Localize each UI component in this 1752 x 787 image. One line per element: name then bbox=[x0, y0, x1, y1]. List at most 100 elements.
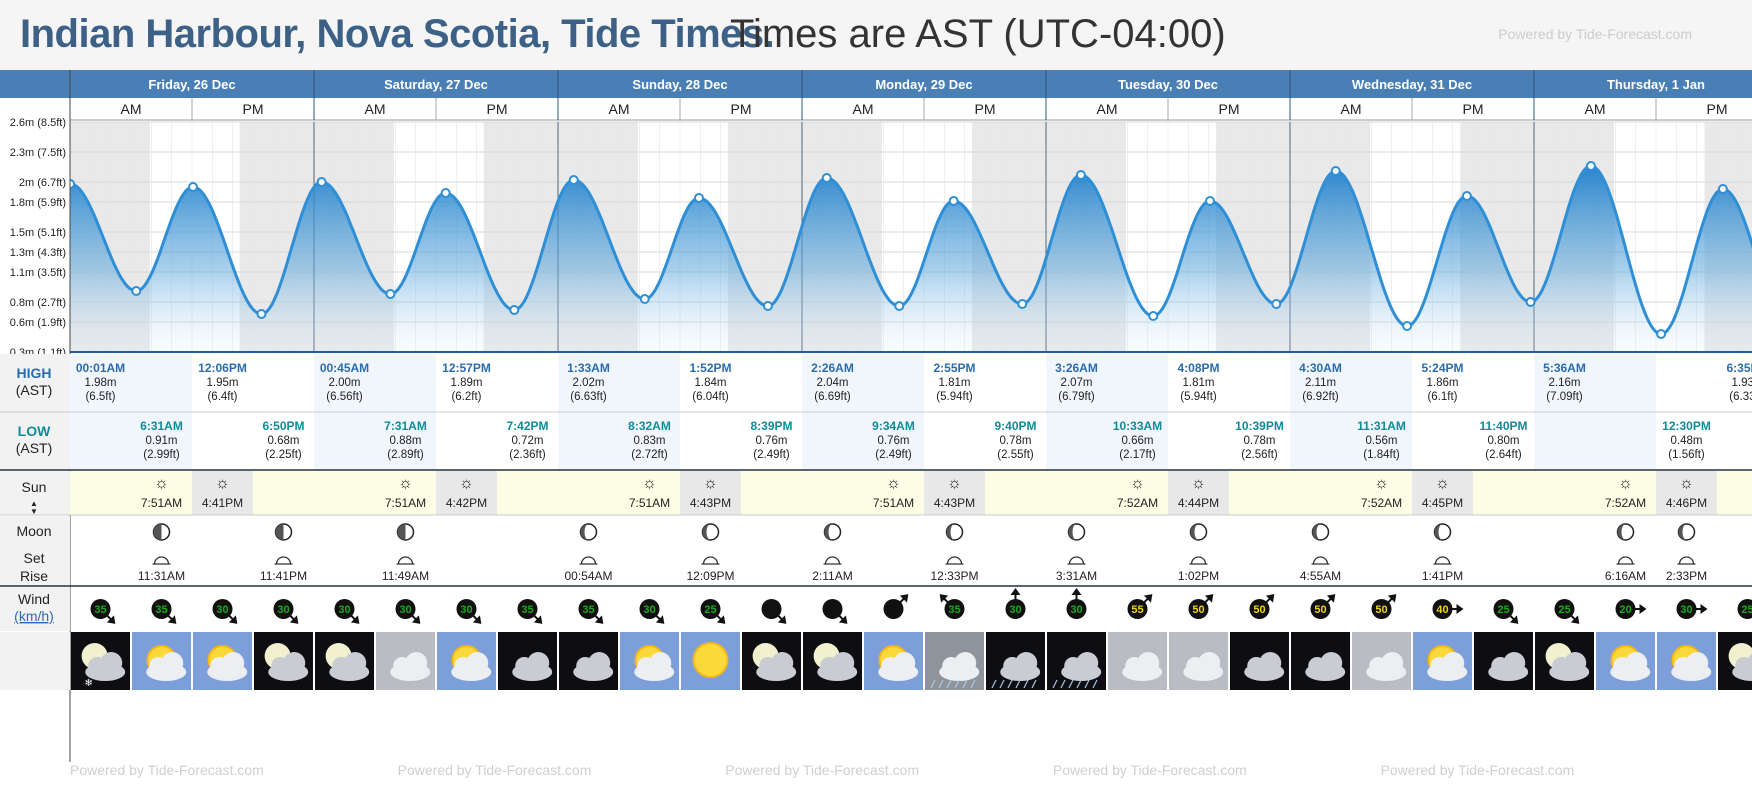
low-tide-height-m: 0.48m bbox=[1671, 435, 1703, 447]
high-tide-height-ft: (6.63ft) bbox=[570, 391, 607, 403]
wind-arrow-head bbox=[411, 615, 421, 624]
cloud-puff bbox=[283, 652, 306, 674]
tide-chart: Friday, 26 Dec AM PM Saturday, 27 Dec AM PM Su… bbox=[0, 70, 1752, 762]
low-tide-time: 7:31AM bbox=[384, 419, 427, 433]
wind-arrow-head bbox=[289, 615, 299, 624]
moon-shadow bbox=[153, 524, 162, 540]
low-tide-height-m: 0.76m bbox=[878, 435, 910, 447]
wind-speed: 35 bbox=[521, 604, 533, 616]
wind-speed: 35 bbox=[948, 604, 960, 616]
rain-drop bbox=[1084, 679, 1090, 689]
high-tide-time: 5:36AM bbox=[1543, 361, 1586, 375]
cloud-puff bbox=[1198, 652, 1221, 674]
cloud-puff bbox=[588, 652, 611, 674]
wind-speed: 25 bbox=[1558, 604, 1570, 616]
cloud-puff bbox=[344, 652, 367, 674]
am-label: AM bbox=[609, 101, 630, 117]
pm-label: PM bbox=[731, 101, 752, 117]
low-tide-point bbox=[1017, 299, 1028, 309]
low-tide-height-m: 0.78m bbox=[1000, 435, 1032, 447]
high-tide-height-m: 1.93m bbox=[1732, 377, 1752, 389]
cloud-puff bbox=[1625, 652, 1648, 674]
high-tide-time: 12:06PM bbox=[198, 361, 247, 375]
wind-speed: 30 bbox=[460, 604, 472, 616]
low-tide-point bbox=[762, 301, 773, 311]
high-tide-height-ft: (6.5ft) bbox=[85, 391, 115, 403]
high-tide-height-m: 2.02m bbox=[573, 377, 605, 389]
high-tide-height-ft: (6.92ft) bbox=[1302, 391, 1339, 403]
low-tide-height-ft: (2.56ft) bbox=[1241, 449, 1278, 461]
high-tide-point bbox=[1461, 191, 1472, 201]
wind-badge bbox=[1005, 599, 1026, 619]
low-label: LOW bbox=[18, 423, 51, 439]
sunset-cell bbox=[1168, 471, 1229, 515]
high-tide-point bbox=[440, 188, 451, 198]
high-tide-height-m: 2.07m bbox=[1061, 377, 1093, 389]
moon-horizon-icon bbox=[1190, 556, 1207, 565]
y-tick-label: 0.6m (1.9ft) bbox=[10, 317, 66, 329]
pm-label: PM bbox=[1707, 101, 1728, 117]
wind-unit-link[interactable]: (km/h) bbox=[14, 608, 54, 624]
low-tide-height-ft: (2.55ft) bbox=[997, 449, 1034, 461]
rain-drop bbox=[1060, 679, 1066, 689]
wind-badge bbox=[1737, 599, 1752, 619]
wind-badge bbox=[273, 599, 294, 619]
y-tick-label: 2.6m (8.5ft) bbox=[10, 117, 66, 129]
rain-drop bbox=[1015, 679, 1021, 689]
y-tick-label: 1.1m (3.5ft) bbox=[10, 267, 66, 279]
wind-badge bbox=[1615, 599, 1636, 619]
y-axis-background bbox=[0, 110, 70, 352]
rain-drop bbox=[1076, 679, 1082, 689]
sunset-time: 4:43PM bbox=[934, 496, 975, 510]
wind-badge bbox=[1371, 599, 1392, 619]
low-tide-height-ft: (2.17ft) bbox=[1119, 449, 1156, 461]
moon-shadow bbox=[397, 524, 406, 540]
high-tide-time: 3:26AM bbox=[1055, 361, 1098, 375]
wind-badge bbox=[1249, 599, 1270, 619]
moon-time: 2:11AM bbox=[812, 569, 852, 583]
wind-speed: 25 bbox=[1497, 604, 1509, 616]
moon-time: 1:41PM bbox=[1422, 569, 1463, 583]
high-tide-height-ft: (6.1ft) bbox=[1427, 391, 1457, 403]
high-tide-time: 00:01AM bbox=[76, 361, 125, 375]
high-tide-time: 5:24PM bbox=[1421, 361, 1463, 375]
wind-badge bbox=[1066, 599, 1087, 619]
am-label: AM bbox=[121, 101, 142, 117]
low-tide-height-ft: (2.99ft) bbox=[143, 449, 180, 461]
day-label: Thursday, 1 Jan bbox=[1607, 77, 1705, 92]
low-tide-height-ft: (2.72ft) bbox=[631, 449, 668, 461]
day-label: Monday, 29 Dec bbox=[875, 77, 972, 92]
snow-icon: ❄ bbox=[85, 678, 93, 689]
wind-arrow-head bbox=[777, 615, 787, 624]
wind-badge bbox=[90, 599, 111, 619]
rain-drop bbox=[930, 679, 936, 689]
day-header-bar bbox=[0, 70, 1752, 98]
wind-speed: 35 bbox=[582, 604, 594, 616]
pm-label: PM bbox=[1463, 101, 1484, 117]
low-tide-time: 6:50PM bbox=[262, 419, 304, 433]
sunrise-time: 7:51AM bbox=[385, 496, 426, 510]
cloud-puff bbox=[1686, 652, 1709, 674]
sunrise-time: 7:52AM bbox=[1117, 496, 1158, 510]
sunset-cell bbox=[436, 471, 497, 515]
sunrise-time: 7:51AM bbox=[873, 496, 914, 510]
low-tide-time: 10:39PM bbox=[1235, 419, 1284, 433]
moon-horizon-icon bbox=[153, 556, 170, 565]
sunrise-time: 7:51AM bbox=[141, 496, 182, 510]
high-tide-time: 4:08PM bbox=[1177, 361, 1219, 375]
wind-badge bbox=[639, 599, 660, 619]
low-tide-height-m: 0.66m bbox=[1122, 435, 1154, 447]
pm-label: PM bbox=[975, 101, 996, 117]
am-label: AM bbox=[1341, 101, 1362, 117]
sunrise-icon: ☼ bbox=[154, 475, 169, 492]
wind-arrow-head bbox=[838, 615, 848, 624]
wind-speed: 15 bbox=[765, 604, 777, 616]
low-tide-height-ft: (2.36ft) bbox=[509, 449, 546, 461]
high-tide-point bbox=[1330, 166, 1341, 176]
y-tick-label: 1.5m (5.1ft) bbox=[10, 227, 66, 239]
sunset-time: 4:46PM bbox=[1666, 496, 1707, 510]
y-tick-label: 1.3m (4.3ft) bbox=[10, 247, 66, 259]
moon-horizon-icon bbox=[946, 556, 963, 565]
wind-arrow-head bbox=[1265, 594, 1275, 603]
wind-arrow-head bbox=[533, 615, 543, 624]
